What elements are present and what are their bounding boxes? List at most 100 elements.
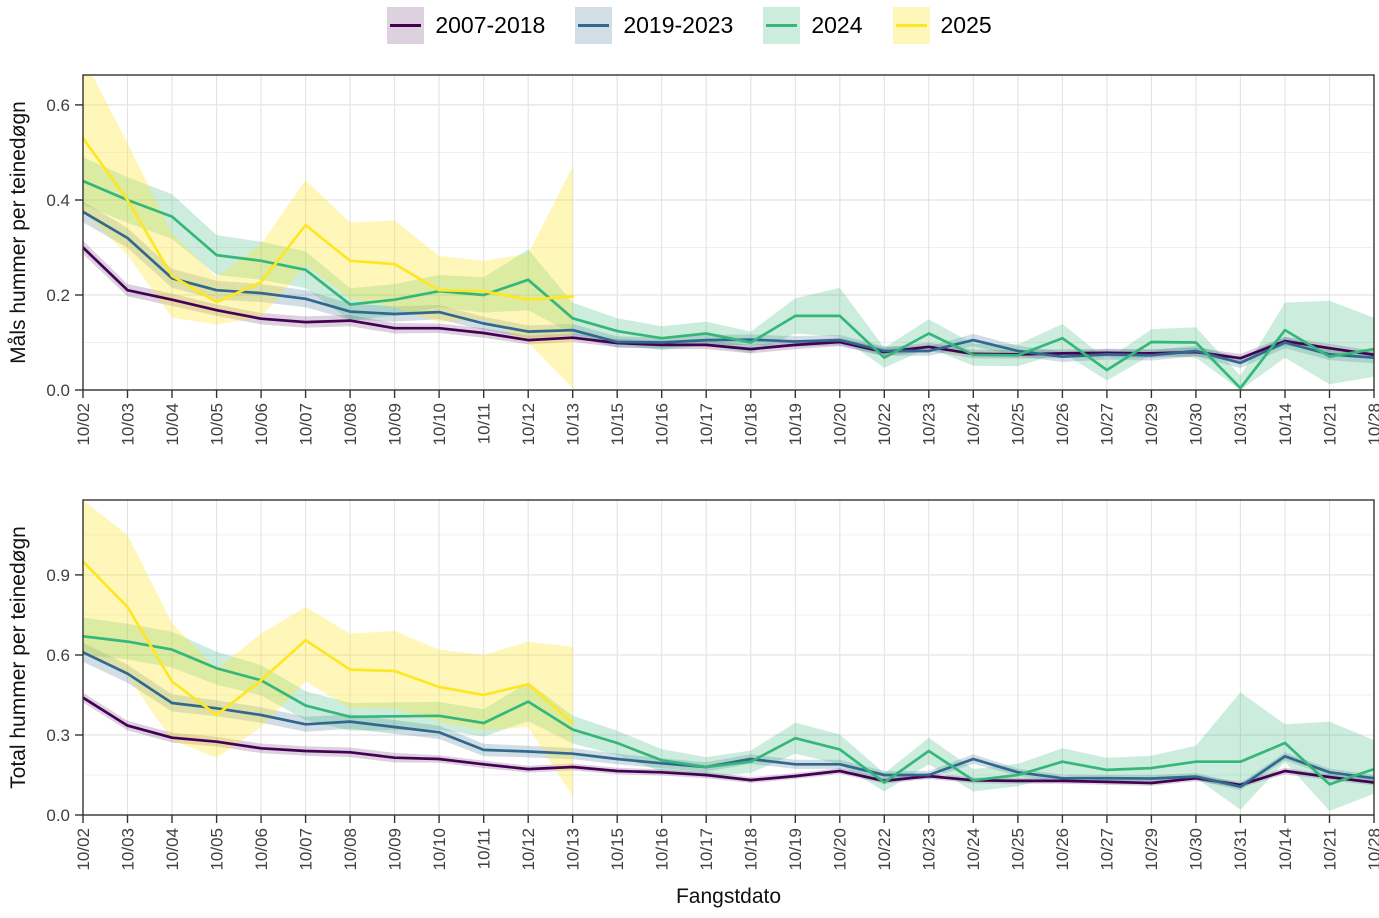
svg-text:10/09: 10/09 [385,828,404,871]
svg-text:10/28: 10/28 [1365,403,1379,446]
svg-text:10/12: 10/12 [519,828,538,871]
svg-text:10/29: 10/29 [1142,403,1161,446]
legend-key-swatch [575,7,613,44]
panel-top: 10/02 10/03 10/04 10/05 10/06 10/07 10/08 10/09… [7,74,1379,446]
svg-text:10/02: 10/02 [74,403,93,446]
svg-text:10/21: 10/21 [1320,828,1339,871]
y-axis-title: Måls hummer per teinedøgn [7,101,30,364]
ribbon-2019-2023 [83,201,1374,369]
svg-text:0.2: 0.2 [46,286,70,305]
legend-label: 2025 [940,12,992,38]
legend-label: 2024 [811,12,863,38]
ribbon-2025 [83,75,573,389]
svg-text:10/24: 10/24 [964,403,983,446]
svg-text:10/05: 10/05 [207,828,226,871]
axis-ticks [75,574,1375,823]
svg-text:10/03: 10/03 [118,828,137,871]
svg-text:10/07: 10/07 [296,828,315,871]
ribbon-2007-2018 [83,240,1374,363]
svg-text:10/20: 10/20 [831,828,850,871]
legend-line-icon [766,24,798,27]
svg-text:10/15: 10/15 [608,403,627,446]
y-tick-labels: 0.0 0.3 0.6 0.9 [46,566,70,825]
line-2024 [83,179,1374,390]
svg-text:10/23: 10/23 [920,403,939,446]
svg-text:10/17: 10/17 [697,828,716,871]
svg-text:10/22: 10/22 [875,828,894,871]
svg-text:10/14: 10/14 [1276,828,1295,871]
line-2007-2018 [83,696,1374,787]
line-2019-2023 [83,210,1374,365]
svg-text:10/09: 10/09 [385,403,404,446]
legend-item-2024: 2024 [763,7,863,44]
svg-text:0.6: 0.6 [46,646,70,665]
svg-text:10/19: 10/19 [786,403,805,446]
legend-label: 2019-2023 [623,12,734,38]
svg-text:10/17: 10/17 [697,403,716,446]
line-2025 [83,560,575,725]
svg-text:10/05: 10/05 [207,403,226,446]
svg-text:10/07: 10/07 [296,403,315,446]
svg-text:10/13: 10/13 [563,828,582,871]
svg-text:10/22: 10/22 [875,403,894,446]
axis-ticks [75,104,1375,398]
legend-label: 2007-2018 [435,12,546,38]
svg-text:10/19: 10/19 [786,828,805,871]
legend-line-icon [895,24,927,27]
y-tick-labels: 0.0 0.2 0.4 0.6 [46,96,70,400]
y-axis-title: Total hummer per teinedøgn [7,526,30,789]
svg-text:10/14: 10/14 [1276,403,1295,446]
svg-text:10/31: 10/31 [1231,403,1250,446]
svg-text:0.6: 0.6 [46,96,70,115]
svg-text:10/11: 10/11 [474,828,493,869]
svg-text:0.0: 0.0 [46,381,70,400]
panel-border [82,499,1375,816]
svg-text:10/30: 10/30 [1187,403,1206,446]
line-2025 [83,136,575,304]
x-axis-title: Fangstdato [676,885,781,908]
ribbon-2024 [83,617,1374,811]
legend-line-icon [390,24,422,27]
svg-text:10/27: 10/27 [1098,403,1117,446]
chart-legend: 2007-2018 2019-2023 2024 2025 [0,7,1379,44]
svg-text:10/25: 10/25 [1009,403,1028,446]
svg-text:10/20: 10/20 [831,403,850,446]
ribbon-2019-2023 [83,642,1374,791]
svg-text:10/06: 10/06 [252,403,271,446]
svg-text:10/04: 10/04 [163,403,182,446]
svg-text:10/15: 10/15 [608,828,627,871]
svg-text:10/16: 10/16 [652,403,671,446]
legend-key-swatch [892,7,930,44]
svg-text:10/24: 10/24 [964,828,983,871]
legend-key-swatch [763,7,801,44]
svg-text:10/06: 10/06 [252,828,271,871]
svg-text:10/13: 10/13 [563,403,582,446]
legend-item-2007-2018: 2007-2018 [387,7,545,44]
panel-border [82,74,1375,391]
svg-text:0.0: 0.0 [46,806,70,825]
svg-text:10/28: 10/28 [1365,828,1379,871]
svg-text:10/03: 10/03 [118,403,137,446]
x-tick-labels: 10/02 10/03 10/04 10/05 10/06 10/07 10/08 10/09… [74,828,1379,871]
svg-text:10/31: 10/31 [1231,828,1250,871]
x-tick-labels: 10/02 10/03 10/04 10/05 10/06 10/07 10/08 10/09… [74,403,1379,446]
svg-text:0.3: 0.3 [46,726,70,745]
svg-text:10/23: 10/23 [920,828,939,871]
svg-text:10/02: 10/02 [74,828,93,871]
ribbon-2025 [83,500,573,797]
svg-text:10/27: 10/27 [1098,828,1117,871]
svg-text:10/29: 10/29 [1142,828,1161,871]
svg-text:10/18: 10/18 [742,828,761,871]
ribbon-2024 [83,157,1374,390]
line-2024 [83,634,1374,786]
panel-bottom: 10/02 10/03 10/04 10/05 10/06 10/07 10/08 10/09… [7,499,1379,871]
legend-item-2019-2023: 2019-2023 [575,7,733,44]
svg-text:10/26: 10/26 [1053,828,1072,871]
svg-text:0.4: 0.4 [46,191,70,210]
svg-text:10/26: 10/26 [1053,403,1072,446]
svg-text:10/18: 10/18 [742,403,761,446]
svg-text:10/12: 10/12 [519,403,538,446]
svg-text:10/10: 10/10 [430,403,449,446]
legend-item-2025: 2025 [892,7,992,44]
